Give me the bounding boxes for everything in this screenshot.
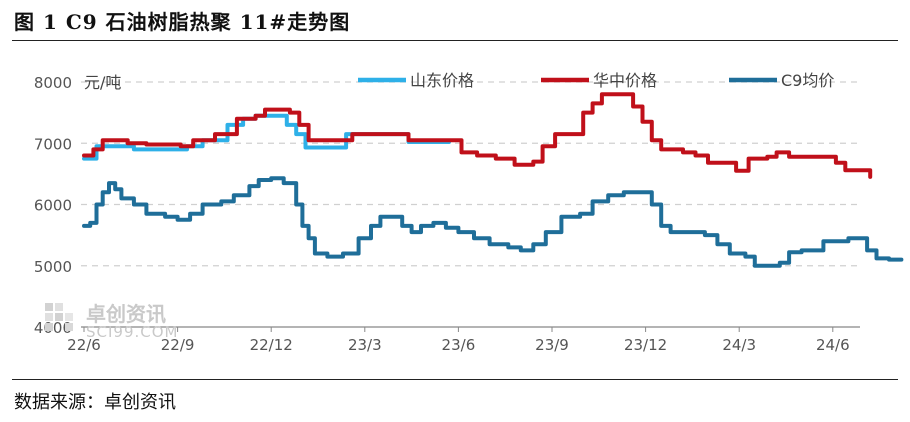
y-tick-label: 5000 [34,258,72,276]
x-tick-label: 23/12 [624,336,667,354]
legend-label: 山东价格 [410,71,474,90]
x-tick-label: 22/12 [250,336,293,354]
x-tick-label: 22/6 [67,336,101,354]
watermark-brand: 卓创资讯 [86,302,166,326]
x-axis-ticks: 22/6 22/9 22/12 23/3 23/6 23/9 23/12 24/3 24/6 [67,327,850,354]
series-line-3 [82,176,904,268]
watermark-logo-icon [45,303,73,331]
y-tick-label: 7000 [34,135,72,153]
title-divider [12,40,898,41]
watermark: 卓创资讯 SCI99.COM [45,302,179,341]
grid-lines [81,81,860,267]
x-tick-label: 23/6 [442,336,476,354]
legend: 山东价格 华中价格 C9均价 [358,71,834,90]
x-tick-label: 22/9 [161,336,195,354]
footer-divider [12,379,898,380]
x-tick-label: 23/3 [348,336,382,354]
legend-label: C9均价 [781,71,834,90]
series-line-1 [82,113,451,161]
x-tick-label: 24/6 [816,336,850,354]
y-unit-label: 元/吨 [84,73,121,92]
y-tick-label: 6000 [34,197,72,215]
x-tick-label: 24/3 [722,336,756,354]
data-source: 数据来源：卓创资讯 [14,392,176,413]
series-lines [82,92,904,268]
legend-label: 华中价格 [593,71,657,90]
page-title: 图 1 C9 石油树脂热聚 11#走势图 [14,10,351,34]
watermark-site: SCI99.COM [86,323,179,341]
series-line-2 [82,92,873,179]
y-axis-ticks: 40005000600070008000 [34,74,72,337]
x-tick-label: 23/9 [535,336,569,354]
y-tick-label: 8000 [34,74,72,92]
